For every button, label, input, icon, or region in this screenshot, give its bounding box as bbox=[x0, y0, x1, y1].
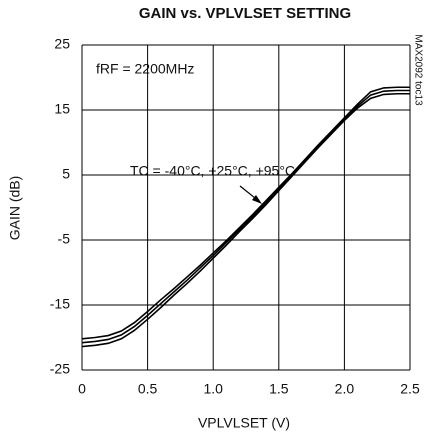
x-tick-label: 1.5 bbox=[269, 381, 289, 397]
x-tick-label: 0.5 bbox=[138, 381, 158, 397]
chart-title: GAIN vs. VPLVLSET SETTING bbox=[139, 5, 351, 22]
annotation: fRF = 2200MHz bbox=[96, 61, 194, 77]
y-tick-label: 15 bbox=[54, 101, 70, 117]
series-line bbox=[81, 89, 410, 344]
arrowhead bbox=[252, 195, 262, 204]
x-axis-label: VPLVLSET (V) bbox=[198, 415, 290, 431]
y-axis-label: GAIN (dB) bbox=[7, 176, 23, 241]
x-tick-label: 1.0 bbox=[203, 381, 223, 397]
series-line bbox=[81, 86, 410, 340]
y-tick-label: -5 bbox=[58, 231, 71, 247]
annotation: MAX2092 toc13 bbox=[412, 34, 423, 106]
x-tick-label: 2.0 bbox=[335, 381, 355, 397]
y-tick-label: 5 bbox=[62, 166, 70, 182]
y-tick-label: -15 bbox=[50, 296, 70, 312]
annotation: TC = -40°C, +25°C, +95°C bbox=[130, 163, 295, 179]
x-tick-label: 0 bbox=[78, 381, 86, 397]
y-tick-label: 25 bbox=[54, 36, 70, 52]
series-line bbox=[81, 92, 410, 348]
y-tick-label: -25 bbox=[50, 361, 70, 377]
x-tick-label: 2.5 bbox=[400, 381, 420, 397]
